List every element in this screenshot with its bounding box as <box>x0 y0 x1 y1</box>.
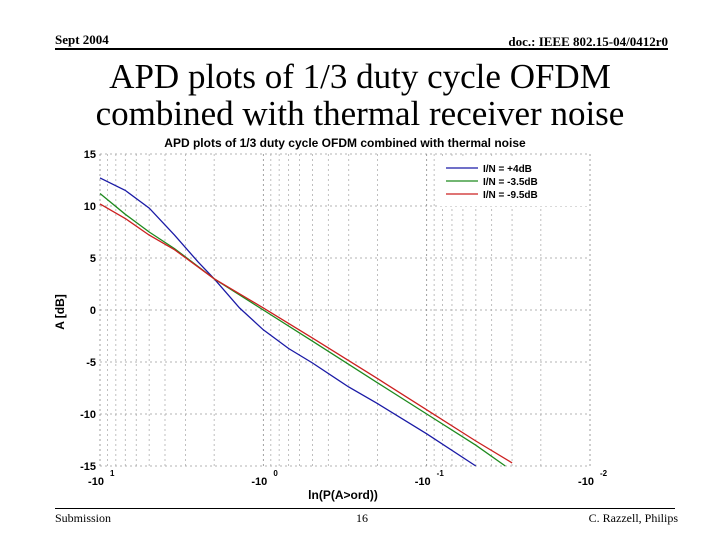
y-tick-label: 5 <box>90 253 96 265</box>
y-tick-label: -10 <box>80 409 96 421</box>
y-tick-labels: 15 10 5 0 -5 -10 -15 <box>80 149 96 473</box>
footer-page-number: 16 <box>356 511 368 525</box>
slide-title-line2: combined with thermal receiver noise <box>95 94 625 133</box>
series-line-1 <box>99 177 477 467</box>
x-tick-exponent: 1 <box>110 469 115 478</box>
chart-series <box>99 177 513 467</box>
footer-author: C. Razzell, Philips <box>588 511 678 525</box>
x-tick-exponent: 0 <box>273 469 278 478</box>
x-tick-labels: -10 1 -10 0 -10 -1 -10 -2 <box>88 469 608 488</box>
header-doc-id: doc.: IEEE 802.15-04/0412r0 <box>508 34 668 49</box>
footer-rule <box>55 508 675 509</box>
slide-title: APD plots of 1/3 duty cycle OFDM combine… <box>0 58 720 132</box>
y-tick-label: 0 <box>90 305 96 317</box>
y-tick-label: 10 <box>84 201 96 213</box>
slide-title-line1: APD plots of 1/3 duty cycle OFDM <box>109 57 611 96</box>
x-tick-label: -10 <box>88 476 104 488</box>
y-tick-label: 15 <box>84 149 96 161</box>
x-tick-label: -10 <box>578 476 594 488</box>
x-tick-exponent: -1 <box>437 469 445 478</box>
footer-submission: Submission <box>55 511 112 525</box>
y-tick-label: -15 <box>80 461 96 473</box>
y-axis-label: A [dB] <box>53 294 67 330</box>
legend-label-1: I/N = +4dB <box>483 164 532 175</box>
x-tick-label: -10 <box>251 476 267 488</box>
chart-title: APD plots of 1/3 duty cycle OFDM combine… <box>164 136 526 150</box>
x-axis-label: ln(P(A>ord)) <box>308 488 378 502</box>
x-tick-label: -10 <box>415 476 431 488</box>
series-line-3 <box>99 203 513 464</box>
legend-label-2: I/N = -3.5dB <box>483 177 538 188</box>
header-rule <box>55 48 668 50</box>
chart-grid <box>99 153 591 467</box>
header-date: Sept 2004 <box>55 32 109 47</box>
x-tick-exponent: -2 <box>600 469 608 478</box>
y-tick-label: -5 <box>86 357 96 369</box>
series-line-2 <box>99 192 506 467</box>
chart-legend: I/N = +4dB I/N = -3.5dB I/N = -9.5dB <box>440 156 588 206</box>
legend-label-3: I/N = -9.5dB <box>483 190 538 201</box>
